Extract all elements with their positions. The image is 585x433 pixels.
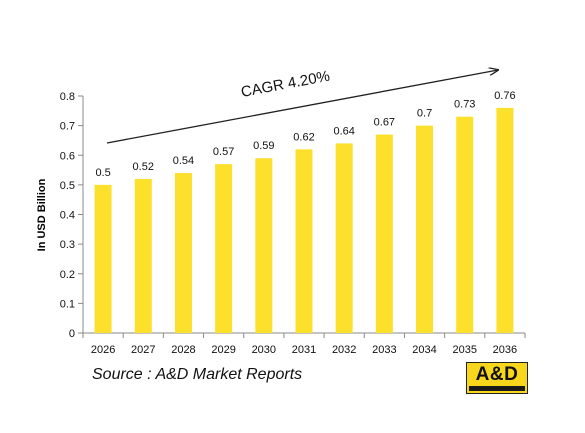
data-label-2026: 0.5 <box>95 167 110 179</box>
y-axis-label: In USD Billion <box>36 178 48 251</box>
data-label-2033: 0.67 <box>374 117 395 129</box>
y-tick-label: 0.8 <box>60 91 75 103</box>
y-tick-label: 0.7 <box>60 121 75 133</box>
data-label-2030: 0.59 <box>253 140 274 152</box>
data-label-2027: 0.52 <box>133 161 154 173</box>
bar-2035 <box>456 116 474 333</box>
x-tick-label: 2032 <box>332 344 356 356</box>
y-tick-label: 0.1 <box>60 298 75 310</box>
source-note: Source : A&D Market Reports <box>92 366 303 383</box>
x-tick-label: 2026 <box>91 344 115 356</box>
bar-2031 <box>295 149 313 333</box>
bar-2033 <box>375 134 393 333</box>
data-label-2032: 0.64 <box>333 125 354 137</box>
logo-text: A&D <box>475 364 519 385</box>
data-label-2035: 0.73 <box>454 99 475 111</box>
y-tick-label: 0.6 <box>60 150 75 162</box>
y-tick-label: 0.2 <box>60 269 75 281</box>
data-labels: 0.5 0.52 0.54 0.57 0.59 0.62 0.64 0.67 0.7 0.73 0.… <box>95 90 515 179</box>
bar-2027 <box>134 178 152 333</box>
x-tick-label: 2027 <box>131 344 155 356</box>
bar-2028 <box>174 173 192 333</box>
bar-2026 <box>94 184 112 333</box>
data-label-2029: 0.57 <box>213 146 234 158</box>
data-label-2034: 0.7 <box>417 108 432 120</box>
cagr-trend-arrow <box>106 70 498 144</box>
logo-strip <box>469 386 525 391</box>
data-label-2028: 0.54 <box>173 155 194 167</box>
x-tick-label: 2028 <box>171 344 195 356</box>
bar-2030 <box>255 158 273 333</box>
y-axis: 0 0.1 0.2 0.3 0.4 0.5 0.6 0.7 0.8 <box>60 91 84 340</box>
bar-2032 <box>335 143 353 333</box>
data-label-2031: 0.62 <box>293 131 314 143</box>
bar-2029 <box>215 164 233 333</box>
x-tick-label: 2030 <box>252 344 276 356</box>
bar-2034 <box>416 125 434 333</box>
cagr-annotation: CAGR 4.20% <box>240 68 332 101</box>
x-tick-label: 2033 <box>372 344 396 356</box>
y-tick-label: 0.4 <box>60 210 75 222</box>
x-axis: 2026 2027 2028 2029 2030 2031 2032 2033 2034 2035… <box>82 332 526 356</box>
x-tick-label: 2029 <box>211 344 235 356</box>
bars <box>94 107 514 333</box>
x-tick-label: 2035 <box>452 344 476 356</box>
x-tick-label: 2031 <box>292 344 316 356</box>
ad-logo: A&D <box>466 362 528 394</box>
y-tick-label: 0.5 <box>60 180 75 192</box>
x-tick-label: 2034 <box>412 344 436 356</box>
y-tick-label: 0 <box>69 328 75 340</box>
x-tick-label: 2036 <box>493 344 517 356</box>
data-label-2036: 0.76 <box>494 90 515 102</box>
bar-2036 <box>496 107 514 333</box>
y-tick-label: 0.3 <box>60 239 75 251</box>
